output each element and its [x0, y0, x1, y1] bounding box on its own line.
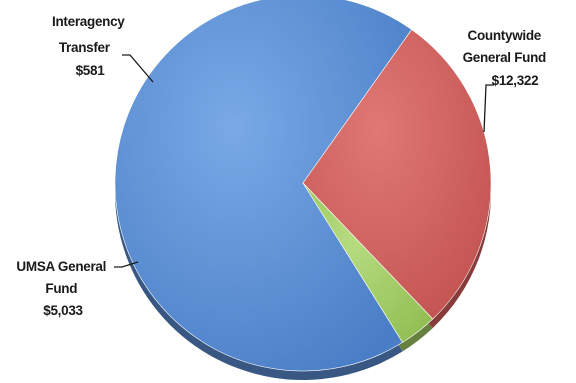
pie-slice-countywide — [114, 0, 413, 372]
slice-label-line: Countywide — [468, 28, 542, 43]
pie-slice-umsa — [302, 29, 492, 320]
leader-line-umsa — [114, 261, 139, 268]
slice-value-label: $12,322 — [492, 73, 539, 88]
slice-label-line: Fund — [45, 281, 77, 296]
pie-slice-interagency — [302, 182, 434, 343]
slice-label-interagency: Interagency Transfer $581 — [52, 14, 128, 78]
slice-label-line: General Fund — [463, 50, 546, 65]
slice-label-line: Transfer — [59, 40, 111, 55]
slice-value-label: $5,033 — [43, 303, 83, 318]
leader-line-interagency — [122, 54, 154, 83]
slice-label-countywide: Countywide General Fund $12,322 — [463, 28, 550, 88]
slice-label-umsa: UMSA General Fund $5,033 — [16, 259, 109, 318]
slice-label-line: UMSA General — [16, 259, 106, 274]
slice-value-label: $581 — [76, 63, 106, 78]
slice-label-line: Interagency — [52, 14, 125, 29]
pie-slices — [114, 0, 492, 372]
leader-line-countywide — [483, 84, 494, 133]
